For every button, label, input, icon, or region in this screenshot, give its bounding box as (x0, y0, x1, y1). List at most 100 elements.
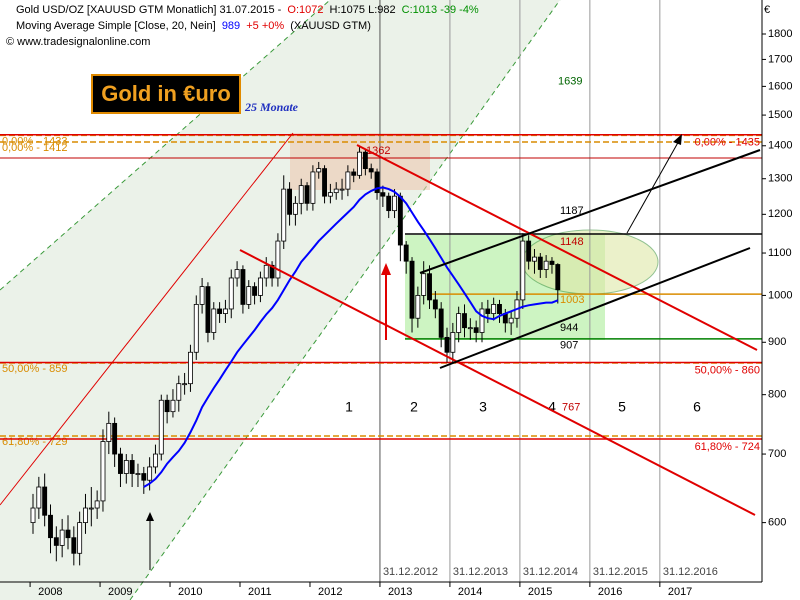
candle-body (135, 473, 141, 475)
chart-title: Gold in €uro (101, 81, 231, 106)
candle-body (392, 195, 397, 212)
candle-body (467, 327, 473, 330)
candle-body (263, 264, 269, 279)
price-note: 907 (560, 340, 578, 352)
y-tick-label: 1300 (768, 173, 792, 185)
ma-last: 989 (222, 20, 240, 32)
candle-body (257, 277, 263, 296)
phase-label: 4 (548, 399, 556, 415)
date-label: 31.12.2016 (663, 566, 718, 578)
candle-body (497, 304, 502, 314)
candle-body (118, 453, 123, 474)
candle-body (164, 399, 170, 413)
header: Gold USD/OZ [XAUUSD GTM Monatlich] 31.07… (6, 4, 479, 48)
candle-body (188, 351, 193, 385)
candle-body (456, 313, 462, 333)
candle-body (240, 269, 246, 305)
x-tick-label: 2014 (458, 586, 482, 598)
candle-body (532, 256, 537, 262)
fib-label: 50,00% - 860 (695, 364, 760, 376)
candle-body (65, 529, 71, 539)
candle-body (479, 308, 485, 333)
price-note: 1187 (560, 205, 584, 217)
candle-body (176, 383, 182, 401)
overlay-layer: Gold in €uro 25 Monate (0, 74, 761, 570)
channel-line (129, 0, 561, 600)
price-note: 1003 (560, 294, 584, 306)
ma-change: +5 +0% (246, 20, 284, 32)
candle-body (246, 286, 252, 305)
candle-body (252, 286, 258, 296)
candle-body (409, 260, 415, 319)
arrow-head (146, 512, 154, 521)
ma-symbol: (XAUUSD GTM) (290, 20, 371, 32)
candle-body (205, 286, 211, 333)
candle-body (304, 185, 310, 204)
candle-body (217, 308, 223, 314)
price-note: 1639 (558, 76, 582, 88)
candle-body (94, 500, 100, 509)
candles-layer (30, 145, 561, 566)
y-tick-label: 1500 (768, 109, 792, 121)
candle-body (129, 460, 135, 474)
copyright: © www.tradesignalonline.com (6, 36, 150, 48)
candle-body (386, 195, 392, 212)
arrow-head (673, 134, 682, 145)
header-open: O:1072 (287, 4, 323, 16)
arrow-head (381, 263, 391, 275)
candle-body (526, 240, 532, 262)
y-tick-label: 700 (768, 448, 786, 460)
candle-body (153, 453, 158, 468)
candle-body (71, 537, 77, 554)
fib-label: 0,00% - 1433 (2, 135, 67, 147)
candle-body (182, 383, 188, 386)
x-tick-label: 2009 (108, 586, 132, 598)
candle-body (30, 507, 36, 524)
candle-body (287, 188, 293, 215)
candle-body (397, 195, 403, 246)
candle-body (42, 486, 48, 516)
date-label: 31.12.2013 (453, 566, 508, 578)
candle-body (112, 422, 118, 455)
candle-body (450, 332, 456, 353)
candle-body (333, 188, 339, 194)
candle-body (310, 171, 316, 204)
candle-body (537, 256, 543, 270)
x-tick-label: 2013 (388, 586, 412, 598)
phase-label: 5 (618, 399, 626, 415)
candle-body (345, 171, 351, 190)
trend-line (419, 149, 761, 274)
y-tick-label: 1100 (768, 247, 792, 259)
candle-body (141, 473, 147, 481)
candle-body (158, 399, 164, 455)
x-tick-label: 2008 (38, 586, 62, 598)
candle-body (421, 273, 427, 296)
channel-line (0, 0, 331, 291)
fib-label: 0,00% - 1435 (695, 137, 760, 149)
candle-body (339, 188, 345, 191)
header-line: Moving Average Simple [Close, 20, Nein] … (16, 20, 371, 32)
candle-body (415, 295, 421, 319)
candle-body (543, 260, 549, 270)
fib-label: 50,00% - 859 (2, 363, 67, 375)
candle-body (374, 171, 380, 194)
y-tick-label: 900 (768, 336, 786, 348)
candle-body (327, 192, 333, 197)
candle-body (322, 168, 327, 197)
candle-body (549, 260, 555, 265)
x-tick-label: 2010 (178, 586, 202, 598)
y-tick-label: 1800 (768, 28, 792, 40)
candle-body (427, 273, 432, 301)
candle-body (485, 308, 491, 314)
y-unit: € (764, 4, 770, 16)
date-label: 31.12.2012 (383, 566, 438, 578)
x-tick-label: 2015 (528, 586, 552, 598)
date-label: 31.12.2015 (593, 566, 648, 578)
x-tick-label: 2012 (318, 586, 342, 598)
title-box (91, 74, 241, 114)
candle-body (106, 422, 112, 442)
fib-label: 61,80% - 729 (2, 436, 67, 448)
